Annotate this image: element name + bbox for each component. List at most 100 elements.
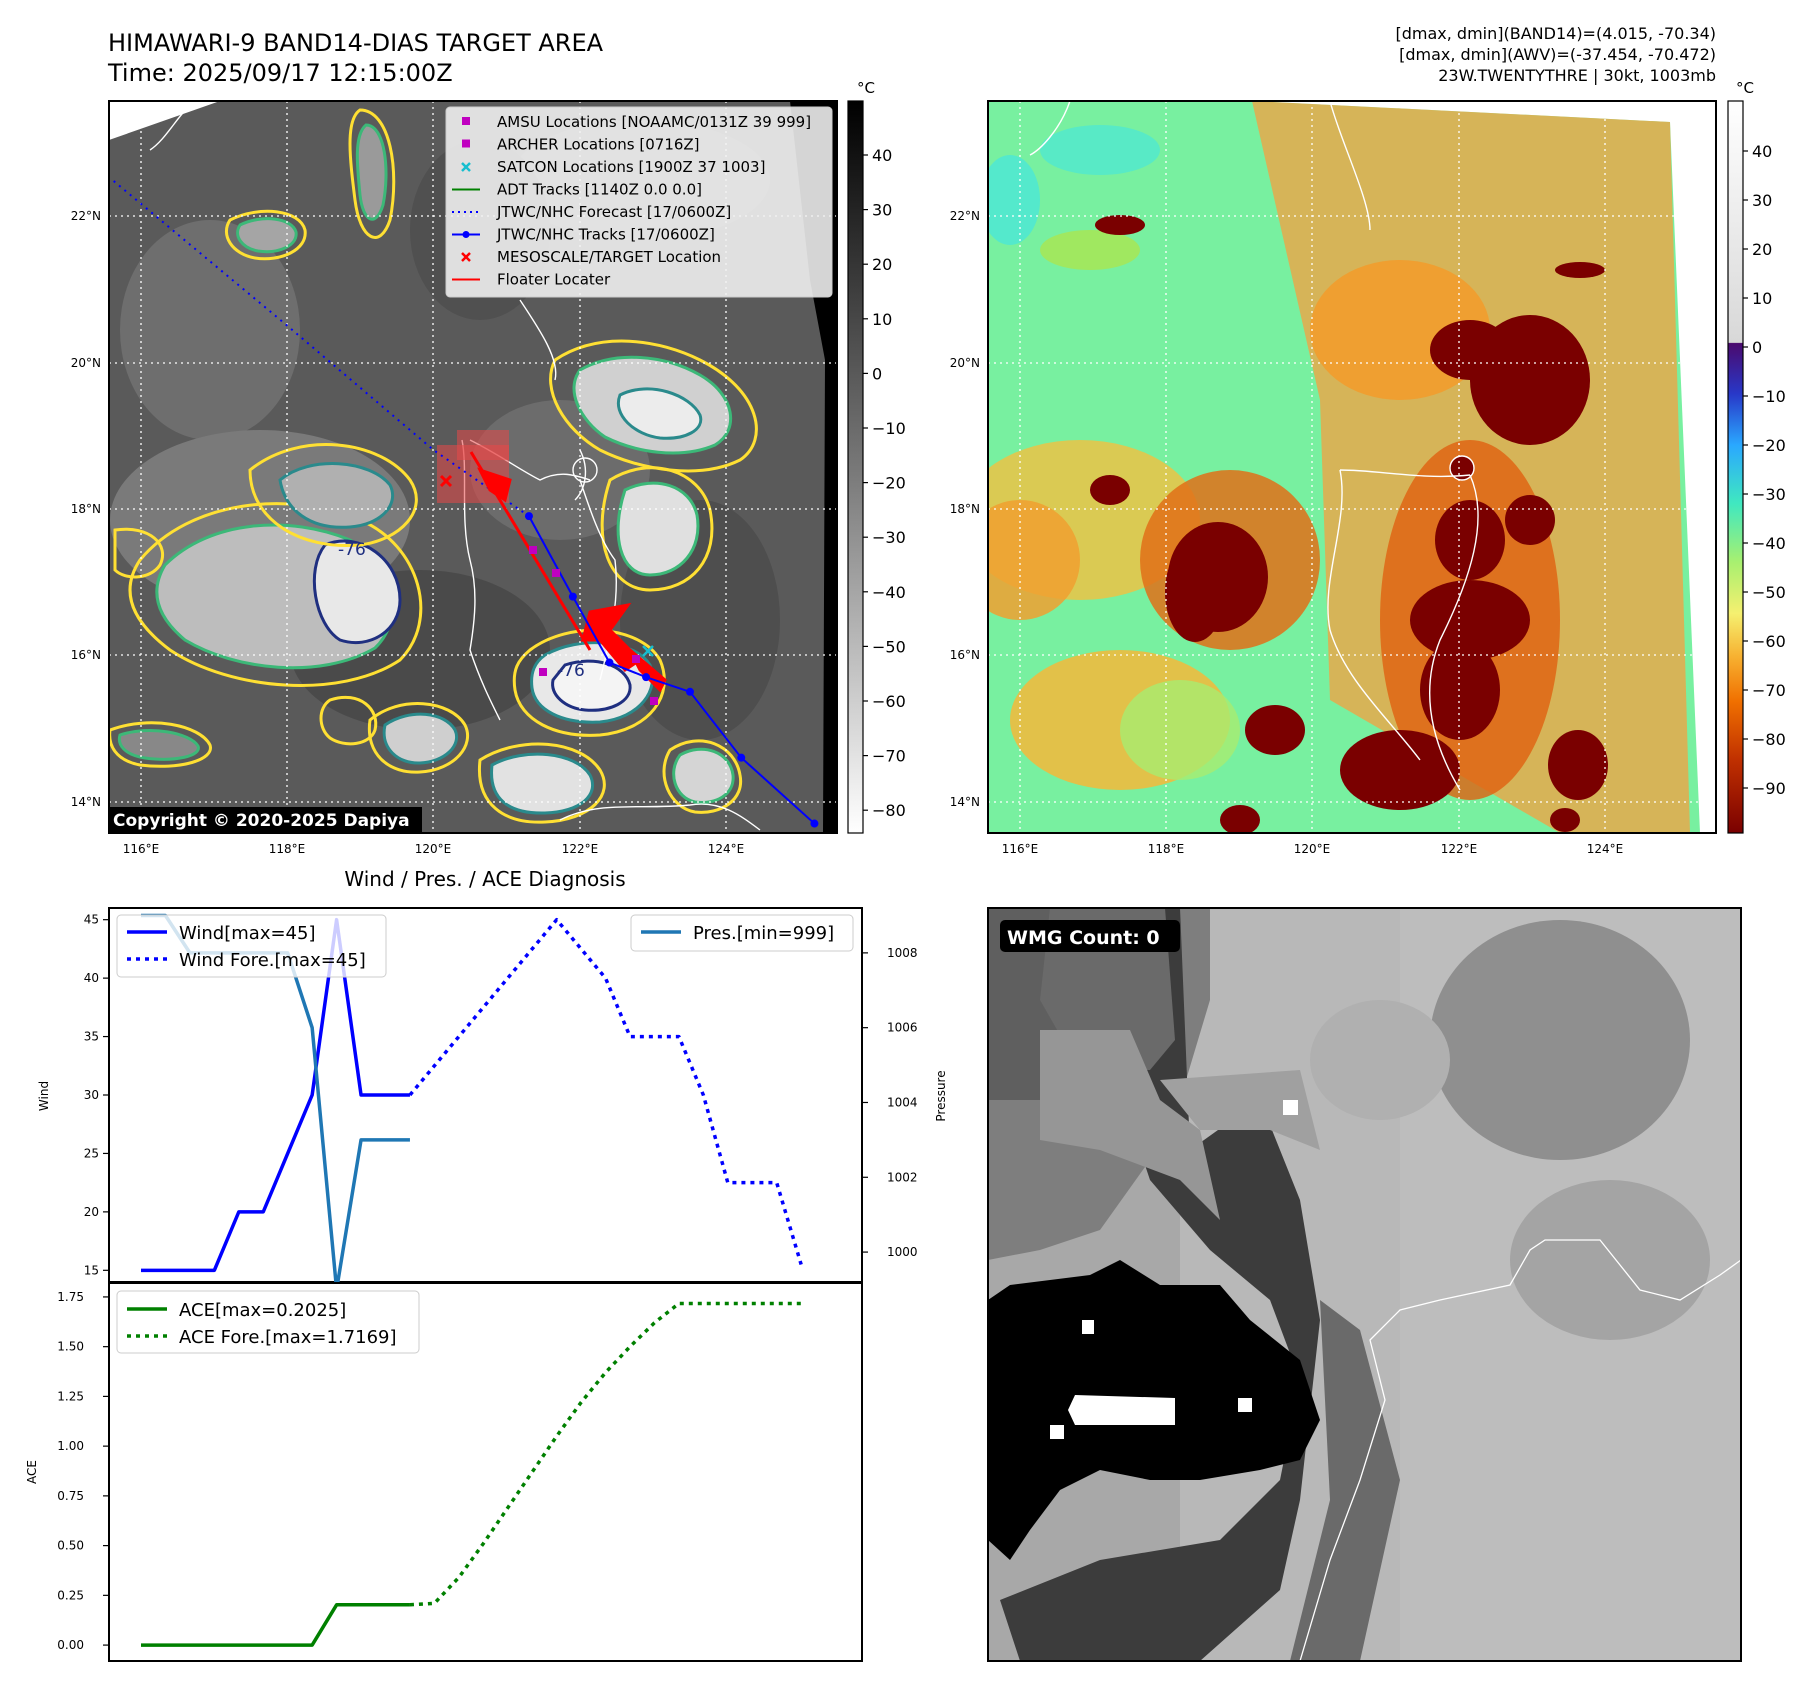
pressure-tick-label: 1008 xyxy=(887,946,918,960)
colorbar-tick-label: 40 xyxy=(872,146,892,165)
legend-pressure: Pres.[min=999] xyxy=(693,923,834,944)
copyright-text: Copyright © 2020-2025 Dapiya xyxy=(113,811,410,831)
legend-entry: ARCHER Locations [0716Z] xyxy=(462,136,700,154)
ir-colorbar: °C 40 30 20 10 0 −10 −20 −30 −40 −50 −60 −70 −80 xyxy=(847,79,906,834)
colorbar-tick-label: −50 xyxy=(1752,583,1786,602)
colorbar-tick-label: −70 xyxy=(872,747,906,766)
colorbar-tick-label: 0 xyxy=(872,364,882,383)
series-line xyxy=(408,917,803,1265)
ir-lon-labels: 116°E 118°E 120°E 122°E 124°E xyxy=(123,842,745,856)
legend-entry: Floater Locater xyxy=(452,271,611,289)
wind-tick-label: 40 xyxy=(84,971,99,985)
colorbar-tick-label: 10 xyxy=(1752,289,1772,308)
colorbar-tick-label: 20 xyxy=(872,255,892,274)
diagnosis-chart: Wind / Pres. / ACE Diagnosis 45 40 35 30 25 2… xyxy=(25,867,948,1662)
colorbar-tick-label: 0 xyxy=(1752,338,1762,357)
title-line1: HIMAWARI-9 BAND14-DIAS TARGET AREA xyxy=(108,29,604,57)
ir-lat-labels: 22°N 20°N 18°N 16°N 14°N xyxy=(71,209,101,809)
ace-tick-label: 0.25 xyxy=(57,1588,84,1602)
lon-label: 118°E xyxy=(269,842,306,856)
legend-entry: AMSU Locations [NOAAMC/0131Z 39 999] xyxy=(462,113,811,131)
legend-label: JTWC/NHC Forecast [17/0600Z] xyxy=(496,203,731,221)
colorbar-tick-label: −50 xyxy=(872,637,906,656)
legend-marker xyxy=(462,231,470,238)
colorbar-tick-label: −10 xyxy=(1752,387,1786,406)
track-point xyxy=(737,753,746,762)
legend-entry: ADT Tracks [1140Z 0.0 0.0] xyxy=(452,181,702,199)
colorbar-tick-label: −30 xyxy=(872,528,906,547)
colorbar-tick-label: −80 xyxy=(872,801,906,820)
lon-label: 116°E xyxy=(1002,842,1039,856)
contour-label-east: -76 xyxy=(557,661,585,681)
ace-tick-label: 1.00 xyxy=(57,1439,84,1453)
ace-tick-label: 1.50 xyxy=(57,1340,84,1354)
wind-tick-label: 25 xyxy=(84,1146,99,1160)
colorbar-tick-label: −60 xyxy=(1752,632,1786,651)
ace-axis-label: ACE xyxy=(25,1460,39,1484)
wind-axis-label: Wind xyxy=(37,1081,51,1111)
pressure-legend: Pres.[min=999] xyxy=(630,914,854,952)
lon-label: 116°E xyxy=(123,842,160,856)
lat-label: 16°N xyxy=(950,648,980,662)
pressure-tick-label: 1000 xyxy=(887,1245,918,1259)
legend-marker xyxy=(461,162,471,172)
lon-label: 120°E xyxy=(1294,842,1331,856)
legend-label: Floater Locater xyxy=(497,271,611,289)
awv-colorbar-unit: °C xyxy=(1736,79,1754,97)
colorbar-tick-label: 30 xyxy=(872,201,892,220)
ace-tick-label: 1.75 xyxy=(57,1290,84,1304)
legend-label: SATCON Locations [1900Z 37 1003] xyxy=(497,158,765,176)
target-location-marker xyxy=(439,474,453,488)
colorbar-tick-label: −40 xyxy=(1752,534,1786,553)
pressure-axis-label: Pressure xyxy=(934,1070,948,1121)
ace-tick-label: 0.00 xyxy=(57,1638,84,1652)
colorbar-tick-label: −30 xyxy=(1752,485,1786,504)
satcon-marker xyxy=(642,645,654,657)
wind-tick-label: 35 xyxy=(84,1030,99,1044)
colorbar-tick-label: −40 xyxy=(872,583,906,602)
lat-label: 22°N xyxy=(71,209,101,223)
wind-tick-label: 15 xyxy=(84,1263,99,1277)
colorbar-tick-label: −10 xyxy=(872,419,906,438)
amsu-markers xyxy=(529,546,658,705)
awv-lon-labels: 116°E 118°E 120°E 122°E 124°E xyxy=(1002,842,1624,856)
track-point xyxy=(605,658,614,667)
contour-label-west: -76 xyxy=(338,540,366,560)
legend-marker xyxy=(461,252,471,262)
legend-label: JTWC/NHC Tracks [17/0600Z] xyxy=(496,226,715,244)
series-line xyxy=(141,1603,410,1647)
pressure-tick-label: 1004 xyxy=(887,1095,918,1109)
colorbar-tick-label: 30 xyxy=(1752,191,1772,210)
info-line1: [dmax, dmin](BAND14)=(4.015, -70.34) xyxy=(1396,24,1717,43)
awv-lat-labels: 22°N 20°N 18°N 16°N 14°N xyxy=(950,209,980,809)
legend-label: MESOSCALE/TARGET Location xyxy=(497,248,721,266)
track-point xyxy=(642,673,651,682)
ace-tick-label: 0.50 xyxy=(57,1539,84,1553)
wind-tick-label: 20 xyxy=(84,1205,99,1219)
legend-label: ARCHER Locations [0716Z] xyxy=(497,136,700,154)
colorbar-tick-label: 10 xyxy=(872,310,892,329)
legend-ace-forecast: ACE Fore.[max=1.7169] xyxy=(179,1327,397,1348)
awv-imagery xyxy=(988,101,1716,833)
awv-map-panel: 22°N 20°N 18°N 16°N 14°N 116°E 118°E 120… xyxy=(950,79,1786,856)
ace-legend: ACE[max=0.2025] ACE Fore.[max=1.7169] xyxy=(116,1290,420,1354)
awv-colorbar: °C 40 30 20 10 0 −10 −20 −30 −40 −50 −60 −70 −80 −90 xyxy=(1727,79,1786,834)
lat-label: 18°N xyxy=(71,502,101,516)
map-legend: AMSU Locations [NOAAMC/0131Z 39 999] ARCH… xyxy=(445,106,833,298)
colorbar-tick-label: −90 xyxy=(1752,779,1786,798)
wind-tick-label: 30 xyxy=(84,1088,99,1102)
lon-label: 118°E xyxy=(1148,842,1185,856)
wmg-panel: WMG Count: 0 xyxy=(987,907,1742,1662)
lat-label: 22°N xyxy=(950,209,980,223)
colorbar-tick-label: −20 xyxy=(872,474,906,493)
lon-label: 122°E xyxy=(562,842,599,856)
track-point xyxy=(810,819,819,828)
awv-gridlines xyxy=(988,101,1716,833)
lat-label: 14°N xyxy=(950,795,980,809)
legend-ace: ACE[max=0.2025] xyxy=(179,1300,346,1321)
lon-label: 124°E xyxy=(1587,842,1624,856)
ace-tick-label: 0.75 xyxy=(57,1489,84,1503)
colorbar-tick-label: 20 xyxy=(1752,240,1772,259)
title-line2: Time: 2025/09/17 12:15:00Z xyxy=(107,59,453,87)
legend-entry: JTWC/NHC Forecast [17/0600Z] xyxy=(452,203,731,221)
